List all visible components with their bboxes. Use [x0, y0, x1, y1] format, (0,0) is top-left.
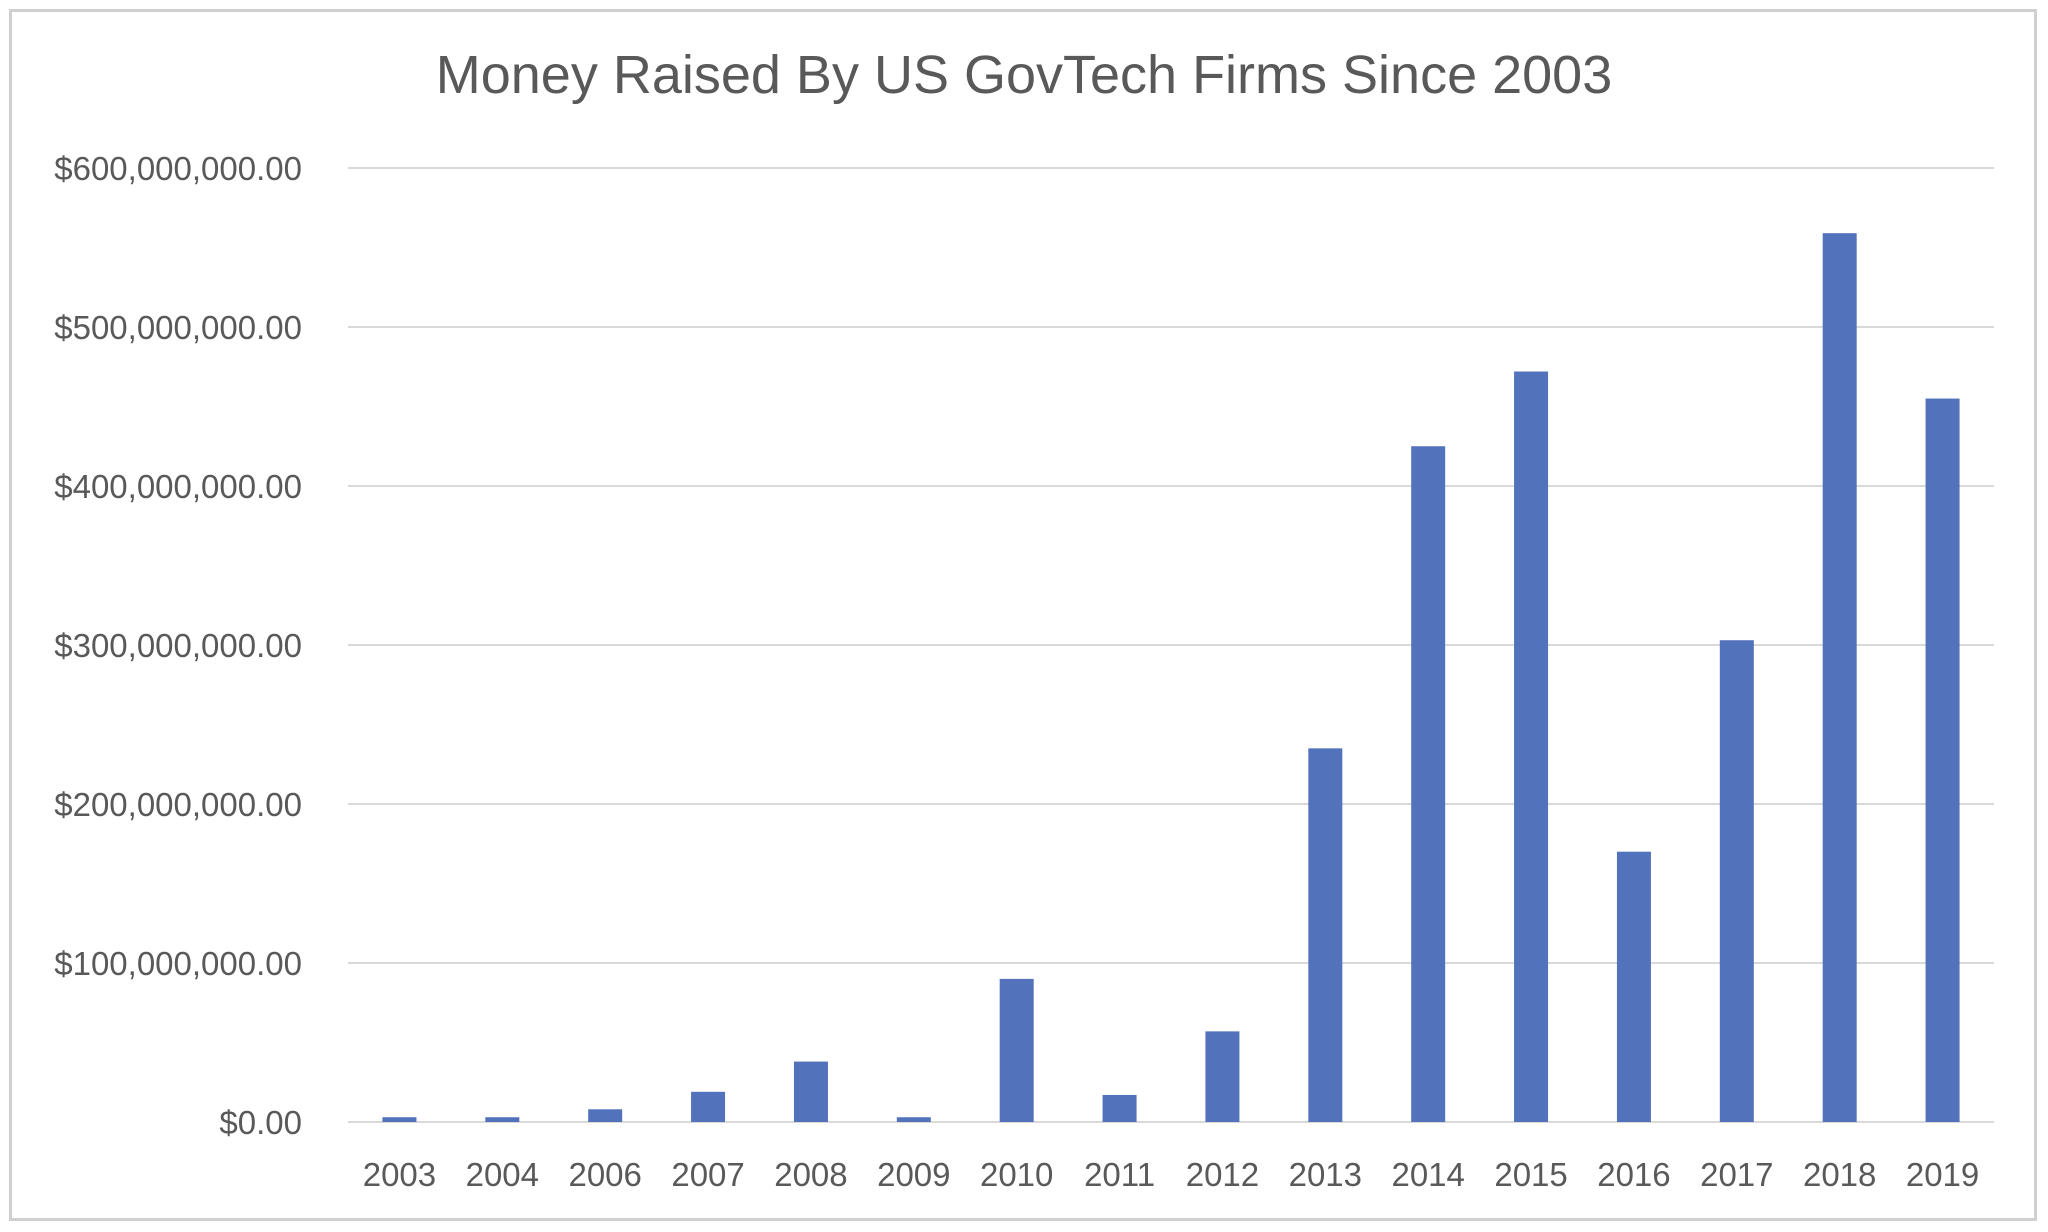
bar [1411, 446, 1446, 1122]
bar [1205, 1031, 1240, 1122]
bar [485, 1117, 520, 1122]
bar [1308, 748, 1343, 1122]
bar [382, 1117, 417, 1122]
y-tick-label: $200,000,000.00 [54, 786, 302, 823]
y-tick-label: $300,000,000.00 [54, 627, 302, 664]
bar [896, 1117, 931, 1122]
x-tick-label: 2010 [980, 1156, 1053, 1193]
bar [691, 1091, 726, 1122]
x-tick-label: 2006 [568, 1156, 641, 1193]
y-tick-label: $500,000,000.00 [54, 309, 302, 346]
chart-title: Money Raised By US GovTech Firms Since 2… [435, 45, 1613, 105]
y-tick-label: $600,000,000.00 [54, 150, 302, 187]
x-tick-label: 2016 [1597, 1156, 1670, 1193]
bar [793, 1061, 828, 1122]
x-tick-label: 2009 [877, 1156, 950, 1193]
x-tick-label: 2018 [1803, 1156, 1876, 1193]
bar [1925, 398, 1960, 1122]
x-tick-label: 2015 [1494, 1156, 1567, 1193]
x-tick-label: 2003 [363, 1156, 436, 1193]
bar [1514, 371, 1549, 1122]
bar [999, 978, 1034, 1122]
bar [1616, 851, 1651, 1122]
x-tick-label: 2004 [466, 1156, 539, 1193]
bar [1822, 233, 1857, 1122]
x-tick-label: 2007 [671, 1156, 744, 1193]
bar [1719, 640, 1754, 1122]
y-tick-label: $0.00 [219, 1104, 302, 1141]
y-tick-label: $100,000,000.00 [54, 945, 302, 982]
x-tick-label: 2019 [1906, 1156, 1979, 1193]
x-tick-label: 2008 [774, 1156, 847, 1193]
x-tick-label: 2011 [1084, 1156, 1155, 1193]
y-tick-label: $400,000,000.00 [54, 468, 302, 505]
bar [1102, 1094, 1137, 1122]
x-tick-label: 2013 [1289, 1156, 1362, 1193]
x-tick-label: 2017 [1700, 1156, 1773, 1193]
bar [588, 1109, 623, 1122]
x-tick-label: 2012 [1186, 1156, 1259, 1193]
x-tick-label: 2014 [1391, 1156, 1464, 1193]
